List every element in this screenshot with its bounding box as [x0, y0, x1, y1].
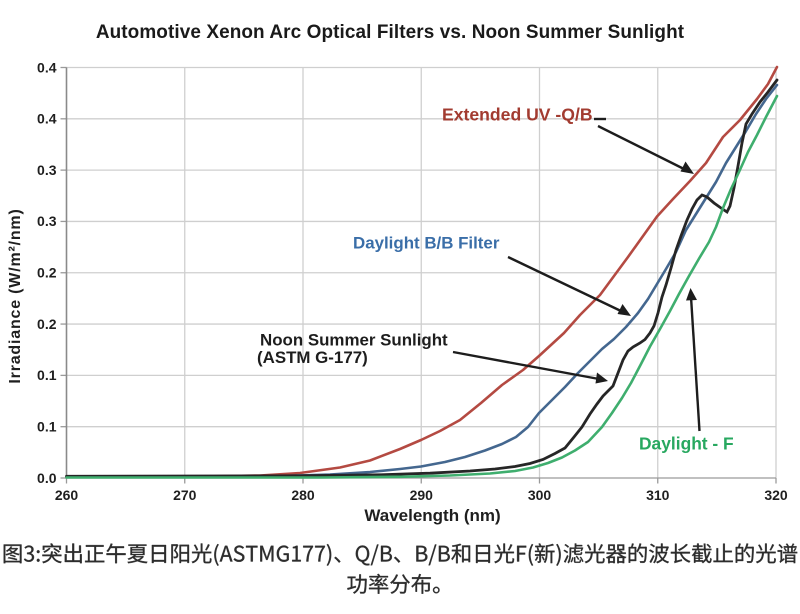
svg-text:0.4: 0.4 — [37, 59, 57, 75]
svg-text:290: 290 — [410, 487, 434, 503]
svg-text:300: 300 — [528, 487, 552, 503]
svg-text:0.1: 0.1 — [37, 418, 57, 434]
svg-text:Wavelength (nm): Wavelength (nm) — [364, 506, 500, 525]
svg-text:0.2: 0.2 — [37, 316, 57, 332]
svg-text:Noon Summer Sunlight: Noon Summer Sunlight — [260, 331, 448, 350]
svg-text:0.3: 0.3 — [37, 162, 57, 178]
svg-text:(ASTM G-177): (ASTM G-177) — [257, 348, 368, 367]
svg-text:270: 270 — [173, 487, 197, 503]
svg-text:260: 260 — [55, 487, 79, 503]
svg-text:Extended UV -Q/B: Extended UV -Q/B — [442, 105, 593, 125]
svg-text:0.2: 0.2 — [37, 265, 57, 281]
svg-text:Daylight - F: Daylight - F — [639, 434, 734, 454]
svg-text:Daylight B/B Filter: Daylight B/B Filter — [353, 234, 500, 253]
svg-text:0.1: 0.1 — [37, 367, 57, 383]
svg-text:310: 310 — [646, 487, 670, 503]
svg-text:0.0: 0.0 — [37, 470, 57, 486]
svg-text:0.4: 0.4 — [37, 111, 57, 127]
svg-text:Irradiance (W/m²/nm): Irradiance (W/m²/nm) — [7, 208, 24, 383]
svg-text:0.3: 0.3 — [37, 213, 57, 229]
svg-text:280: 280 — [291, 487, 315, 503]
svg-text:320: 320 — [764, 487, 788, 503]
svg-text:Automotive Xenon Arc Optical F: Automotive Xenon Arc Optical Filters vs.… — [96, 22, 685, 43]
